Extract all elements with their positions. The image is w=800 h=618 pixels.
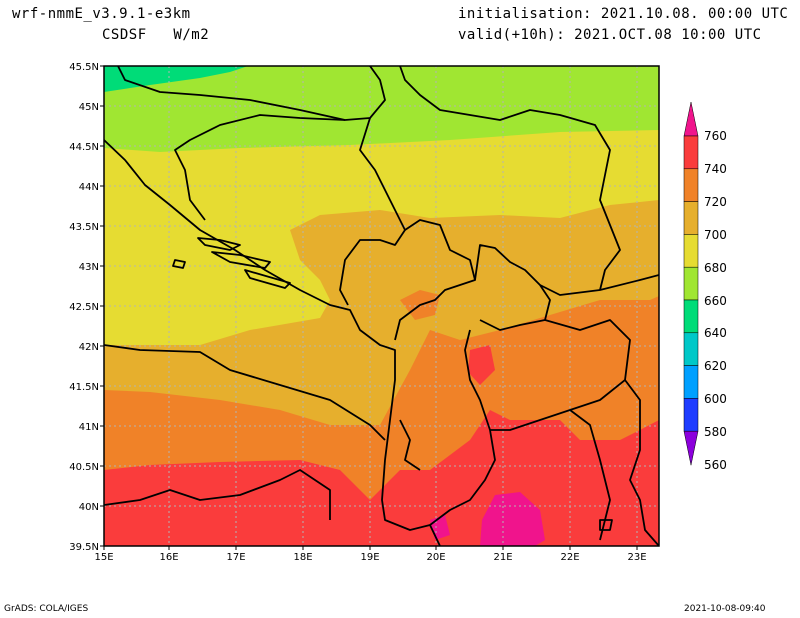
- colorbar-swatch: [683, 234, 699, 268]
- colorbar-swatch: [683, 299, 699, 334]
- lon-label: 17E: [226, 552, 245, 563]
- colorbar-label: 720: [704, 195, 727, 209]
- lat-label: 42N: [79, 342, 99, 353]
- colorbar-max-triangle: [683, 101, 699, 137]
- valid-time: valid(+10h): 2021.OCT.08 10:00 UTC: [458, 27, 762, 43]
- map-field: [104, 66, 659, 546]
- colorbar-label: 600: [704, 392, 727, 406]
- lon-label: 15E: [94, 552, 113, 563]
- lat-label: 45N: [79, 102, 99, 113]
- colorbar-swatch: [683, 332, 699, 366]
- colorbar-label: 760: [704, 129, 727, 143]
- lat-label: 40.5N: [69, 462, 99, 473]
- colorbar-min-triangle: [683, 430, 699, 466]
- lat-label: 40N: [79, 502, 99, 513]
- lon-label: 21E: [493, 552, 512, 563]
- colorbar-label: 580: [704, 425, 727, 439]
- model-title: wrf-nmmE_v3.9.1-e3km: [12, 6, 191, 22]
- lon-label: 18E: [293, 552, 312, 563]
- colorbar-swatch: [683, 168, 699, 202]
- colorbar-label: 620: [704, 359, 727, 373]
- lat-label: 43.5N: [69, 222, 99, 233]
- colorbar-label: 680: [704, 261, 727, 275]
- lon-label: 19E: [360, 552, 379, 563]
- colorbar-label: 560: [704, 458, 727, 472]
- timestamp-label: 2021-10-08-09:40: [684, 604, 766, 614]
- colorbar-swatch: [683, 365, 699, 399]
- lat-label: 44.5N: [69, 142, 99, 153]
- lat-label: 44N: [79, 182, 99, 193]
- lat-label: 41.5N: [69, 382, 99, 393]
- field-title: CSDSF W/m2: [102, 27, 210, 43]
- lon-label: 23E: [627, 552, 646, 563]
- colorbar-label: 740: [704, 162, 727, 176]
- field-680: [104, 66, 659, 152]
- colorbar-swatch: [683, 201, 699, 235]
- lat-label: 43N: [79, 262, 99, 273]
- colorbar-label: 660: [704, 294, 727, 308]
- coastline-borders: [104, 66, 659, 546]
- colorbar-swatch: [683, 266, 699, 301]
- colorbar: [683, 101, 699, 466]
- lon-label: 22E: [560, 552, 579, 563]
- lat-label: 39.5N: [69, 542, 99, 553]
- map-grid: [104, 66, 659, 546]
- field-760: [480, 492, 545, 546]
- lon-label: 20E: [426, 552, 445, 563]
- lat-label: 41N: [79, 422, 99, 433]
- colorbar-label: 700: [704, 228, 727, 242]
- credit-label: GrADS: COLA/IGES: [4, 604, 89, 614]
- colorbar-swatch: [683, 135, 699, 170]
- colorbar-swatch: [683, 398, 699, 432]
- colorbar-label: 640: [704, 326, 727, 340]
- lat-label: 45.5N: [69, 62, 99, 73]
- field-740-patch: [468, 345, 495, 385]
- init-time: initialisation: 2021.10.08. 00:00 UTC: [458, 6, 789, 22]
- lon-label: 16E: [159, 552, 178, 563]
- lat-label: 42.5N: [69, 302, 99, 313]
